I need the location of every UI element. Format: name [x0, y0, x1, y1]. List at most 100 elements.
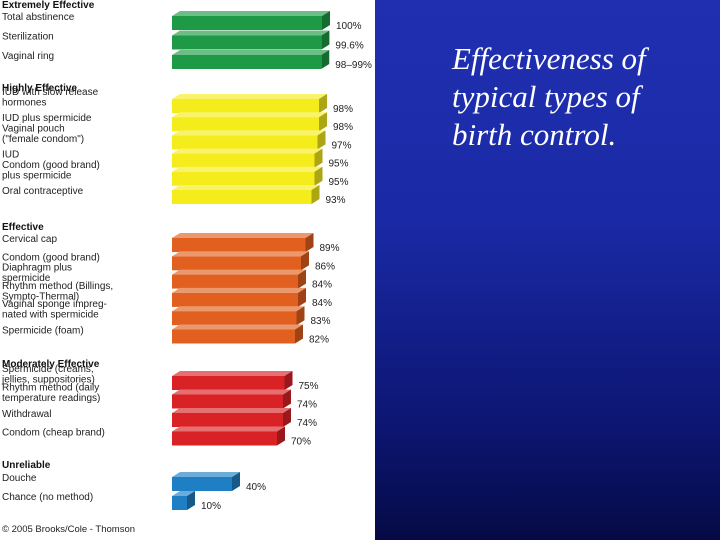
slide-title-line-2: typical types of [452, 79, 640, 114]
bar-moderately-effective-1-top [172, 371, 293, 376]
category-label-highly-effective-6: Oral contraceptive [2, 186, 84, 197]
category-label-highly-effective-3: Vaginal pouch ("female condom") [2, 123, 84, 145]
value-label-unreliable-1: 40% [246, 482, 266, 493]
bar-highly-effective-2-top [172, 112, 327, 118]
bar-effective-4-side [298, 287, 306, 307]
bar-effective-1-top [172, 233, 314, 238]
bar-highly-effective-2-side [319, 112, 327, 132]
value-label-highly-effective-5: 95% [329, 177, 349, 188]
value-label-highly-effective-1: 98% [333, 104, 353, 115]
bar-highly-effective-6 [172, 190, 312, 204]
bar-moderately-effective-1 [172, 376, 285, 390]
bar-highly-effective-3 [172, 135, 318, 150]
bar-unreliable-1 [172, 477, 232, 491]
bar-unreliable-2-top [172, 491, 195, 496]
slide-title-line-3: birth control. [452, 117, 617, 152]
bar-highly-effective-1 [172, 99, 319, 113]
category-label-moderately-effective-2: Rhythm method (daily temperature readings… [2, 383, 100, 405]
category-label-moderately-effective-3: Withdrawal [2, 409, 51, 420]
category-label-highly-effective-5: Condom (good brand) plus spermicide [2, 160, 100, 182]
bar-extremely-effective-3-side [321, 50, 330, 69]
bar-effective-6-top [172, 324, 303, 330]
bar-moderately-effective-3 [172, 413, 283, 427]
bar-highly-effective-2 [172, 117, 319, 132]
category-label-line: Vaginal sponge impreg- [2, 299, 107, 310]
bar-effective-5 [172, 311, 297, 326]
bar-unreliable-2 [172, 496, 187, 510]
bar-effective-5-side [296, 306, 305, 326]
bar-highly-effective-5-side [314, 166, 323, 186]
bar-effective-1-side [305, 233, 314, 252]
value-label-moderately-effective-1: 75% [299, 381, 319, 392]
bar-highly-effective-1-side [319, 94, 327, 113]
bar-effective-3-side [298, 269, 306, 289]
value-label-highly-effective-6: 93% [326, 195, 346, 206]
chart-figure: Extremely Effective Total abstinence 100% S… [1, 0, 373, 535]
category-label-moderately-effective-1: Spermicide (creams, jellies, suppositorie… [1, 364, 95, 386]
value-label-unreliable-2: 10% [201, 501, 221, 512]
category-label-line: jellies, suppositories) [1, 375, 95, 386]
category-label-effective-2: Condom (good brand) [2, 252, 100, 263]
bar-highly-effective-3-top [172, 130, 326, 136]
bar-extremely-effective-1-side [322, 11, 330, 30]
slide-title: Effectiveness of typical types of birth … [452, 40, 702, 154]
value-label-effective-6: 82% [309, 335, 329, 346]
bar-extremely-effective-3 [172, 55, 322, 69]
value-label-moderately-effective-4: 70% [291, 437, 311, 448]
category-label-line: IUD with slow release [2, 87, 99, 98]
section-header-extremely-effective: Extremely Effective [2, 0, 95, 11]
category-label-line: plus spermicide [2, 170, 72, 181]
bar-effective-1 [172, 238, 306, 252]
bar-highly-effective-1-top [172, 94, 327, 99]
bar-moderately-effective-4-side [277, 426, 285, 446]
category-label-highly-effective-1: IUD with slow release hormones [2, 87, 99, 109]
value-label-effective-2: 86% [315, 261, 335, 272]
category-label-unreliable-1: Douche [2, 473, 37, 484]
bar-extremely-effective-1 [172, 16, 322, 30]
category-label-moderately-effective-4: Condom (cheap brand) [2, 428, 105, 439]
section-header-highly-effective: Highly Effective [2, 83, 77, 94]
bar-unreliable-2-side [187, 491, 195, 510]
category-label-unreliable-2: Chance (no method) [2, 492, 93, 503]
bar-extremely-effective-2 [172, 35, 322, 50]
category-label-effective-1: Cervical cap [2, 234, 57, 245]
bar-moderately-effective-3-top [172, 408, 291, 413]
bar-extremely-effective-3-top [172, 50, 330, 55]
section-header-moderately-effective: Moderately Effective [2, 359, 100, 370]
value-label-highly-effective-3: 97% [332, 140, 352, 151]
bar-highly-effective-4-top [172, 148, 323, 154]
copyright-text: © 2005 Brooks/Cole - Thomson [2, 524, 135, 535]
bar-highly-effective-3-side [317, 130, 326, 150]
category-label-extremely-effective-3: Vaginal ring [2, 51, 54, 62]
bar-highly-effective-4 [172, 153, 315, 168]
bar-unreliable-1-top [172, 472, 240, 477]
category-label-extremely-effective-2: Sterilization [2, 32, 54, 43]
bar-effective-2-side [301, 251, 309, 271]
category-label-line: Rhythm method (daily [2, 383, 99, 394]
bar-effective-6-side [295, 324, 303, 344]
category-label-highly-effective-4: IUD [2, 150, 19, 161]
category-label-line: Diaphragm plus [2, 263, 72, 274]
value-label-highly-effective-2: 98% [333, 122, 353, 133]
bar-moderately-effective-3-side [283, 408, 291, 427]
value-label-effective-4: 84% [312, 298, 332, 309]
slide-title-line-1: Effectiveness of [452, 41, 646, 76]
bar-effective-6 [172, 329, 295, 344]
bar-effective-3 [172, 274, 298, 289]
section-header-effective: Effective [2, 222, 44, 233]
bar-highly-effective-6-top [172, 185, 320, 190]
bar-effective-4-top [172, 287, 306, 293]
bar-moderately-effective-1-side [284, 371, 293, 390]
bar-extremely-effective-2-top [172, 30, 330, 36]
bar-extremely-effective-2-side [321, 30, 330, 50]
bar-moderately-effective-4 [172, 431, 277, 446]
bar-moderately-effective-4-top [172, 426, 285, 432]
section-header-unreliable: Unreliable [2, 460, 51, 471]
bar-effective-2 [172, 256, 301, 271]
bar-moderately-effective-2 [172, 394, 283, 409]
bar-moderately-effective-2-side [283, 389, 291, 409]
category-label-line: hormones [2, 98, 46, 109]
category-label-effective-3: Diaphragm plus spermicide [2, 263, 72, 285]
